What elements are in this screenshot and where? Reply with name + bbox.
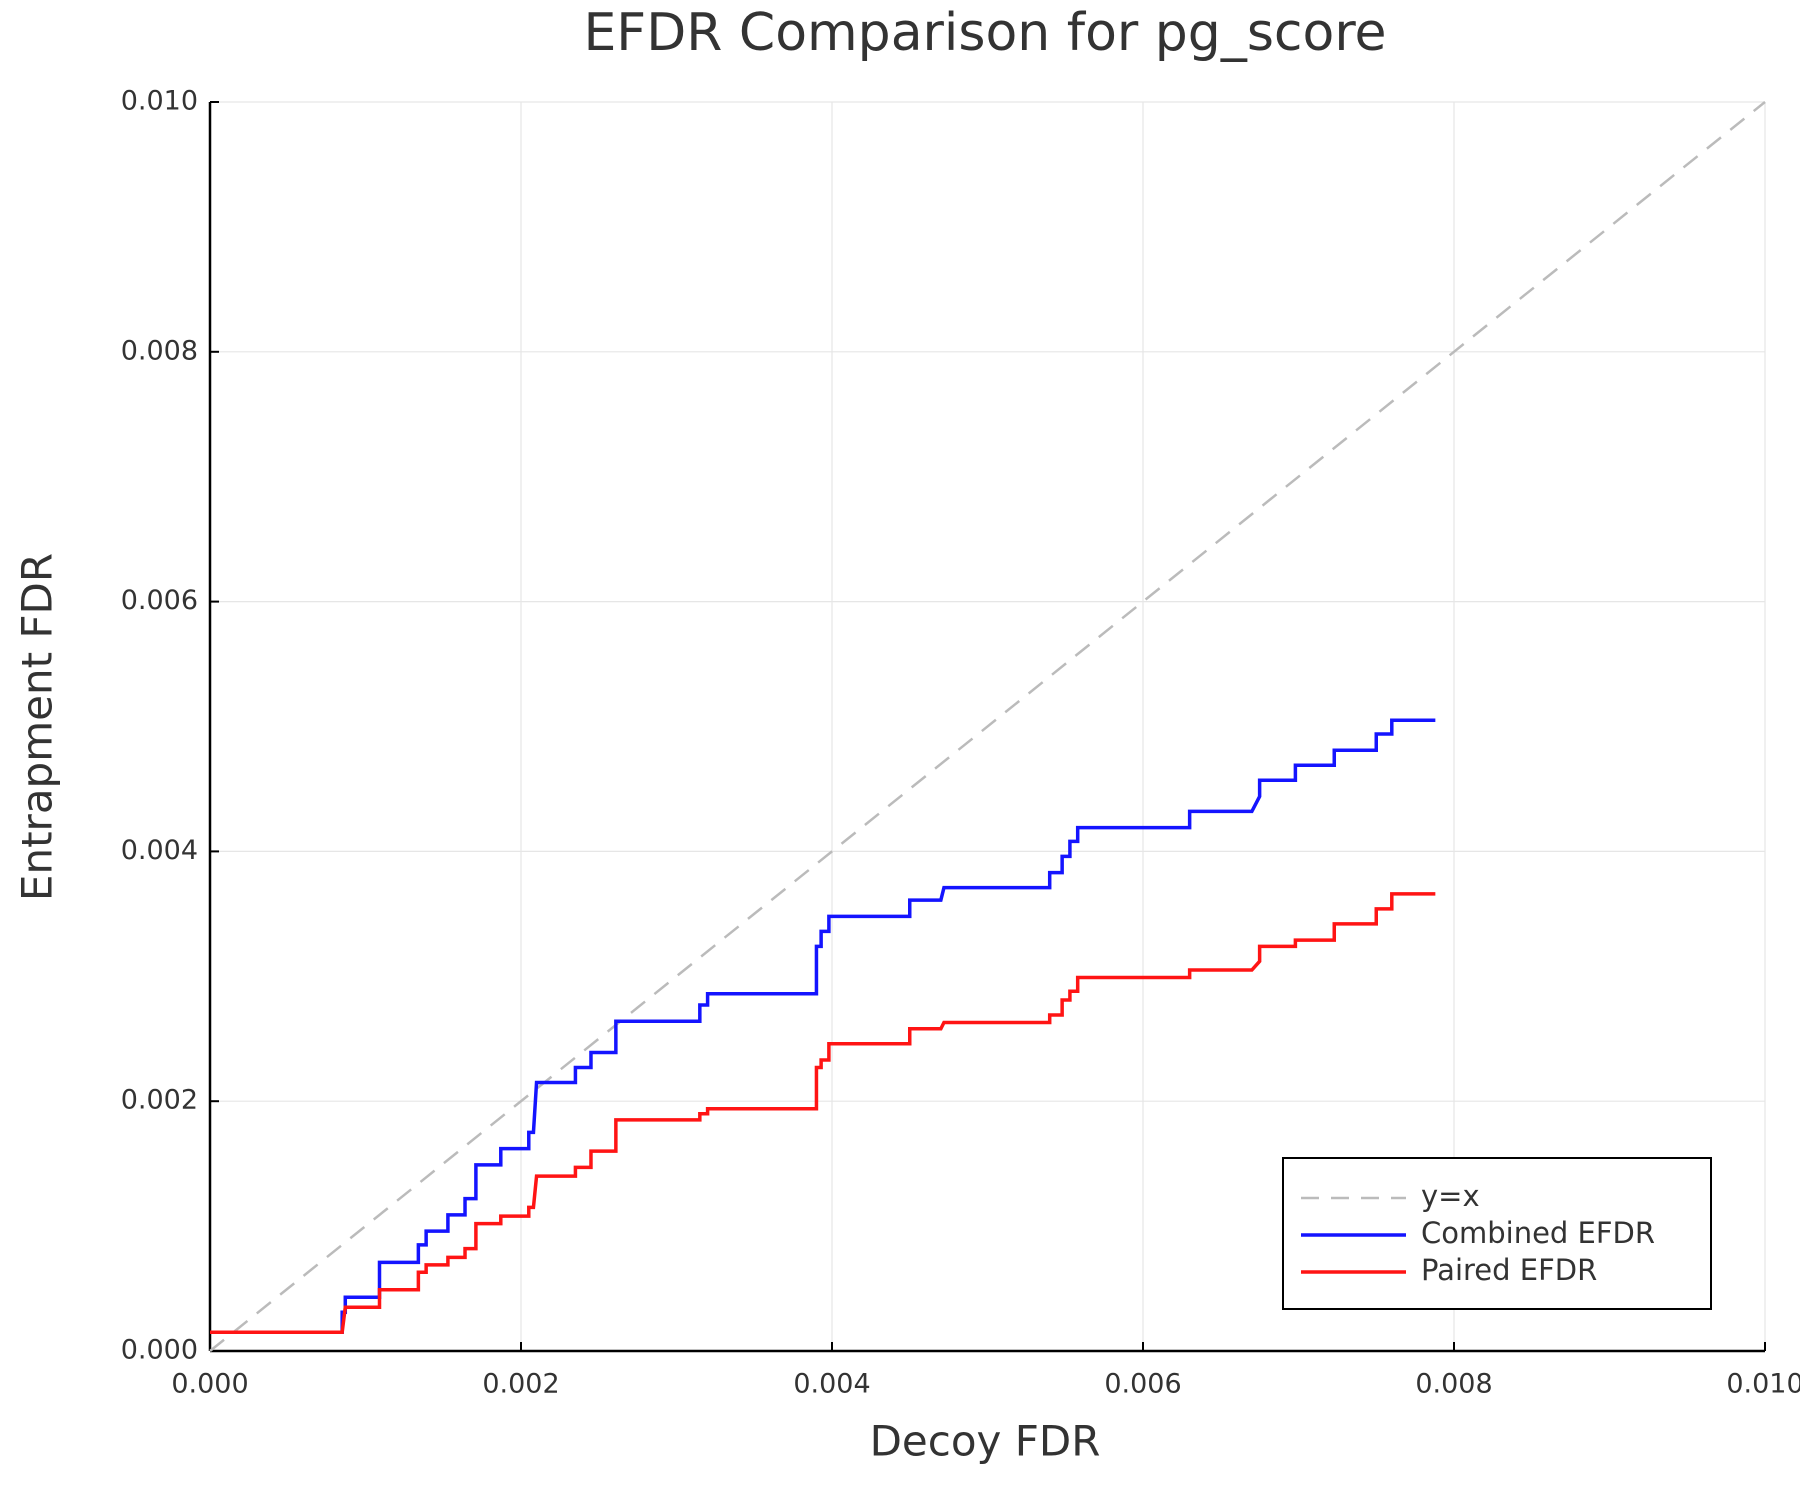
legend-label: y=x (1421, 1179, 1480, 1213)
series-line (210, 718, 1436, 1335)
x-tick-label: 0.010 (1726, 1369, 1800, 1400)
x-tick-label: 0.000 (171, 1369, 248, 1400)
x-tick-label: 0.004 (793, 1369, 870, 1400)
series-line (210, 892, 1436, 1335)
x-axis-label: Decoy FDR (870, 1417, 1101, 1466)
y-tick-label: 0.010 (121, 86, 198, 117)
x-tick-label: 0.006 (1104, 1369, 1181, 1400)
x-tick-label: 0.008 (1415, 1369, 1492, 1400)
y-tick-label: 0.004 (121, 835, 198, 866)
series-line (209, 101, 1766, 1352)
legend-label: Paired EFDR (1421, 1253, 1597, 1287)
y-axis-label: Entrapment FDR (13, 553, 62, 901)
y-tick-label: 0.008 (121, 335, 198, 366)
y-tick-label: 0.002 (121, 1085, 198, 1116)
legend-label: Combined EFDR (1421, 1216, 1655, 1250)
chart-title: EFDR Comparison for pg_score (583, 3, 1386, 63)
y-tick-label: 0.006 (121, 585, 198, 616)
x-tick-label: 0.002 (482, 1369, 559, 1400)
y-tick-label: 0.000 (121, 1335, 198, 1366)
